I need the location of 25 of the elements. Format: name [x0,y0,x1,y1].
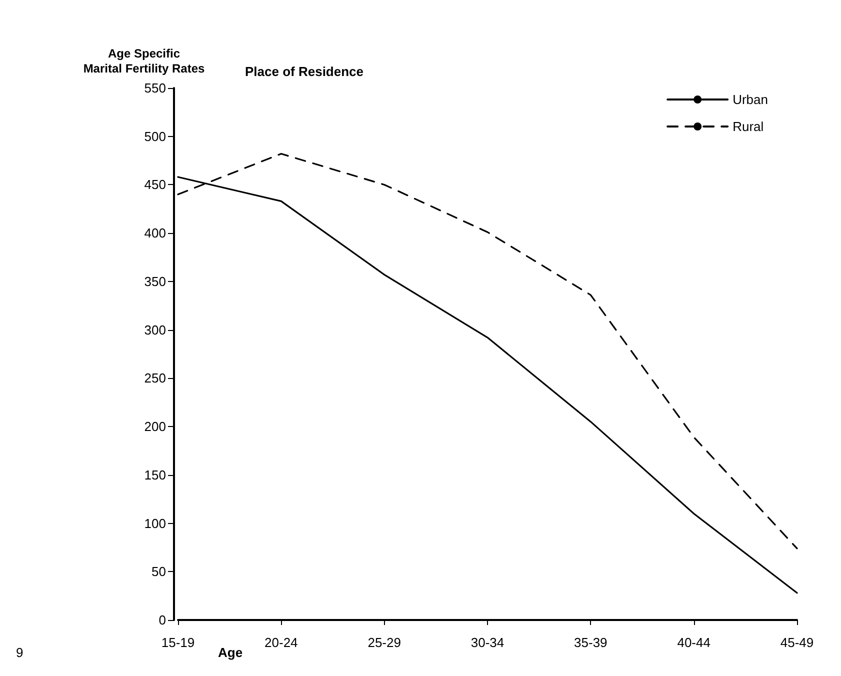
y-tick-label: 400 [144,226,166,241]
text: 9 [16,645,24,660]
y-tick-label: 50 [152,564,166,580]
y-tick-label: 0 [158,612,166,628]
x-tick-label: 35-39 [574,635,608,650]
y-tick-label: 500 [144,128,166,144]
x-axis-title: Age [218,645,243,660]
x-tick-label: 30-34 [470,635,504,650]
legend-label: Urban [732,92,768,107]
legend-label: Rural [732,119,764,134]
y-tick-label: 350 [144,274,166,289]
x-tick-label: 15-19 [161,635,195,650]
x-tick-label: 25-29 [368,635,401,650]
x-tick-label: 20-24 [264,635,298,650]
x-tick-label: 45-49 [780,635,814,650]
x-tick-label: 40-44 [677,635,710,650]
y-tick-label: 150 [144,467,166,482]
chart-title: Place of Residence [245,64,364,79]
y-tick-label: 250 [144,370,166,386]
y-tick-label: 100 [144,516,166,531]
y-axis-title: Age Specific Marital Fertility Rates [83,46,206,76]
y-tick-label: 550 [144,80,166,96]
y-tick-label: 450 [144,177,166,192]
y-tick-label: 300 [144,322,166,338]
y-tick-label: 200 [144,419,166,434]
